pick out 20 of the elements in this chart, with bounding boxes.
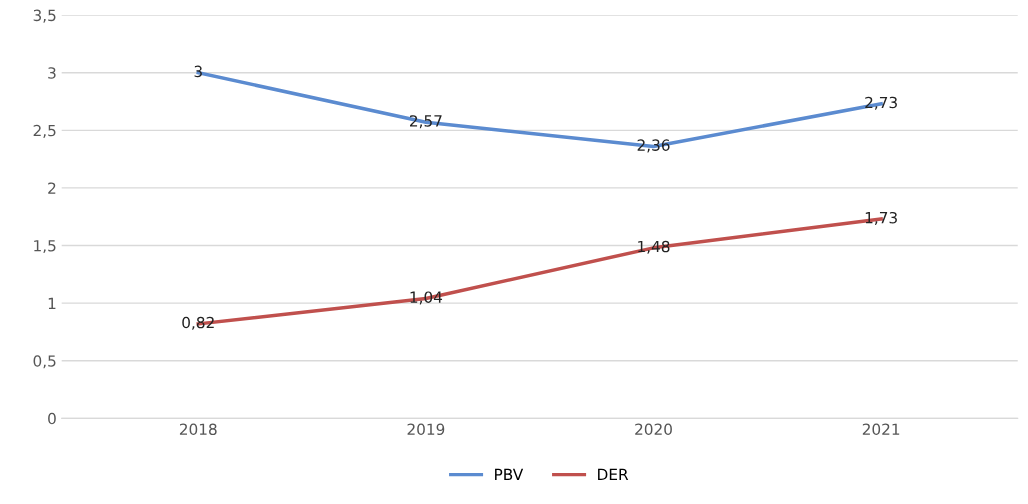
y-tick-label: 2 [48, 182, 56, 194]
data-label: 1,04 [410, 291, 443, 305]
data-label: 2,57 [410, 115, 442, 129]
x-tick-label: 2021 [862, 423, 900, 436]
y-tick-label: 1 [48, 297, 56, 309]
data-label: 0,82 [182, 316, 214, 330]
x-tick-label: 2018 [179, 423, 217, 436]
y-tick-label: 0 [48, 412, 56, 425]
data-label: 1,73 [865, 211, 897, 226]
x-tick-label: 2019 [407, 423, 445, 436]
data-label: 2,36 [637, 139, 670, 153]
x-tick-label: 2020 [635, 423, 672, 436]
y-tick-label: 0,5 [33, 355, 56, 369]
legend-label: DER [598, 468, 629, 480]
y-tick-label: 3 [48, 67, 56, 79]
y-tick-label: 2,5 [33, 124, 56, 138]
legend-label: PBV [495, 468, 524, 480]
y-tick-label: 3,5 [33, 9, 56, 23]
data-label: 2,73 [865, 96, 897, 110]
y-tick-label: 1,5 [34, 240, 56, 254]
